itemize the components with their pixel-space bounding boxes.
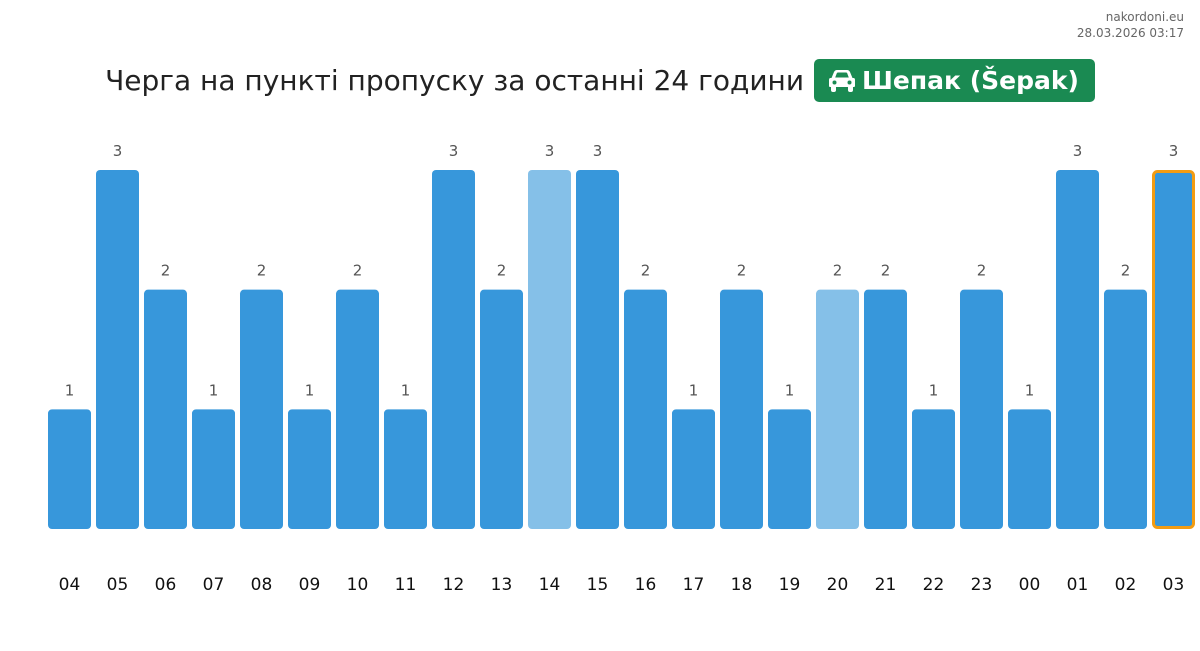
value-label-12: 3 [449,142,459,160]
value-label-19: 1 [785,381,795,399]
x-tick-label-08: 08 [251,575,273,595]
x-tick-label-15: 15 [587,575,609,595]
x-tick-label-00: 00 [1019,575,1041,595]
x-tick-label-13: 13 [491,575,513,595]
site-name: nakordoni.eu [1105,10,1184,24]
x-tick-label-10: 10 [347,575,369,595]
bar-23 [960,289,1003,529]
value-label-03: 3 [1169,142,1179,160]
value-label-23: 2 [977,262,987,280]
x-tick-label-01: 01 [1067,575,1089,595]
bar-21 [864,289,907,529]
x-tick-label-17: 17 [683,575,705,595]
bar-08 [240,289,283,529]
chart-header: Черга на пункті пропуску за останні 24 г… [0,59,1200,102]
value-label-08: 2 [257,262,267,280]
value-label-05: 3 [113,142,123,160]
bar-04 [48,409,91,529]
value-label-14: 3 [545,142,555,160]
x-tick-label-21: 21 [875,575,897,595]
bar-09 [288,409,331,529]
bar-18 [720,289,763,529]
bar-01 [1056,170,1099,529]
bar-03 [1152,170,1195,529]
x-tick-label-11: 11 [395,575,417,595]
value-label-10: 2 [353,262,363,280]
value-label-20: 2 [833,262,843,280]
x-tick-label-04: 04 [59,575,81,595]
value-label-07: 1 [209,381,219,399]
value-label-02: 2 [1121,262,1131,280]
x-tick-label-03: 03 [1163,575,1185,595]
value-label-15: 3 [593,142,603,160]
value-label-13: 2 [497,262,507,280]
value-label-06: 2 [161,262,171,280]
value-label-00: 1 [1025,381,1035,399]
bar-10 [336,289,379,529]
bar-06 [144,289,187,529]
bar-14 [528,170,571,529]
chart-title: Черга на пункті пропуску за останні 24 г… [105,64,805,97]
x-tick-label-18: 18 [731,575,753,595]
bar-05 [96,170,139,529]
x-tick-label-05: 05 [107,575,129,595]
checkpoint-name: Шепак (Šepak) [862,66,1079,95]
bar-12 [432,170,475,529]
value-label-16: 2 [641,262,651,280]
bar-00 [1008,409,1051,529]
x-tick-label-16: 16 [635,575,657,595]
bar-07 [192,409,235,529]
source-info: nakordoni.eu 28.03.2026 03:17 [1077,9,1184,41]
value-label-18: 2 [737,262,747,280]
timestamp: 28.03.2026 03:17 [1076,26,1184,40]
bar-20 [816,289,859,529]
checkpoint-badge: Шепак (Šepak) [814,59,1095,102]
x-tick-label-23: 23 [971,575,993,595]
bar-22 [912,409,955,529]
x-tick-label-14: 14 [539,575,561,595]
bar-15 [576,170,619,529]
value-label-01: 3 [1073,142,1083,160]
x-tick-label-22: 22 [923,575,945,595]
bar-11 [384,409,427,529]
bar-19 [768,409,811,529]
value-label-17: 1 [689,381,699,399]
x-tick-label-02: 02 [1115,575,1137,595]
value-label-11: 1 [401,381,411,399]
x-tick-label-19: 19 [779,575,801,595]
car-icon [829,69,856,92]
value-label-21: 2 [881,262,891,280]
x-tick-label-09: 09 [299,575,321,595]
x-tick-label-07: 07 [203,575,225,595]
x-tick-label-20: 20 [827,575,849,595]
bar-17 [672,409,715,529]
value-label-09: 1 [305,381,315,399]
x-tick-label-12: 12 [443,575,465,595]
bar-02 [1104,289,1147,529]
value-label-22: 1 [929,381,939,399]
x-tick-label-06: 06 [155,575,177,595]
bar-16 [624,289,667,529]
bar-13 [480,289,523,529]
value-label-04: 1 [65,381,75,399]
